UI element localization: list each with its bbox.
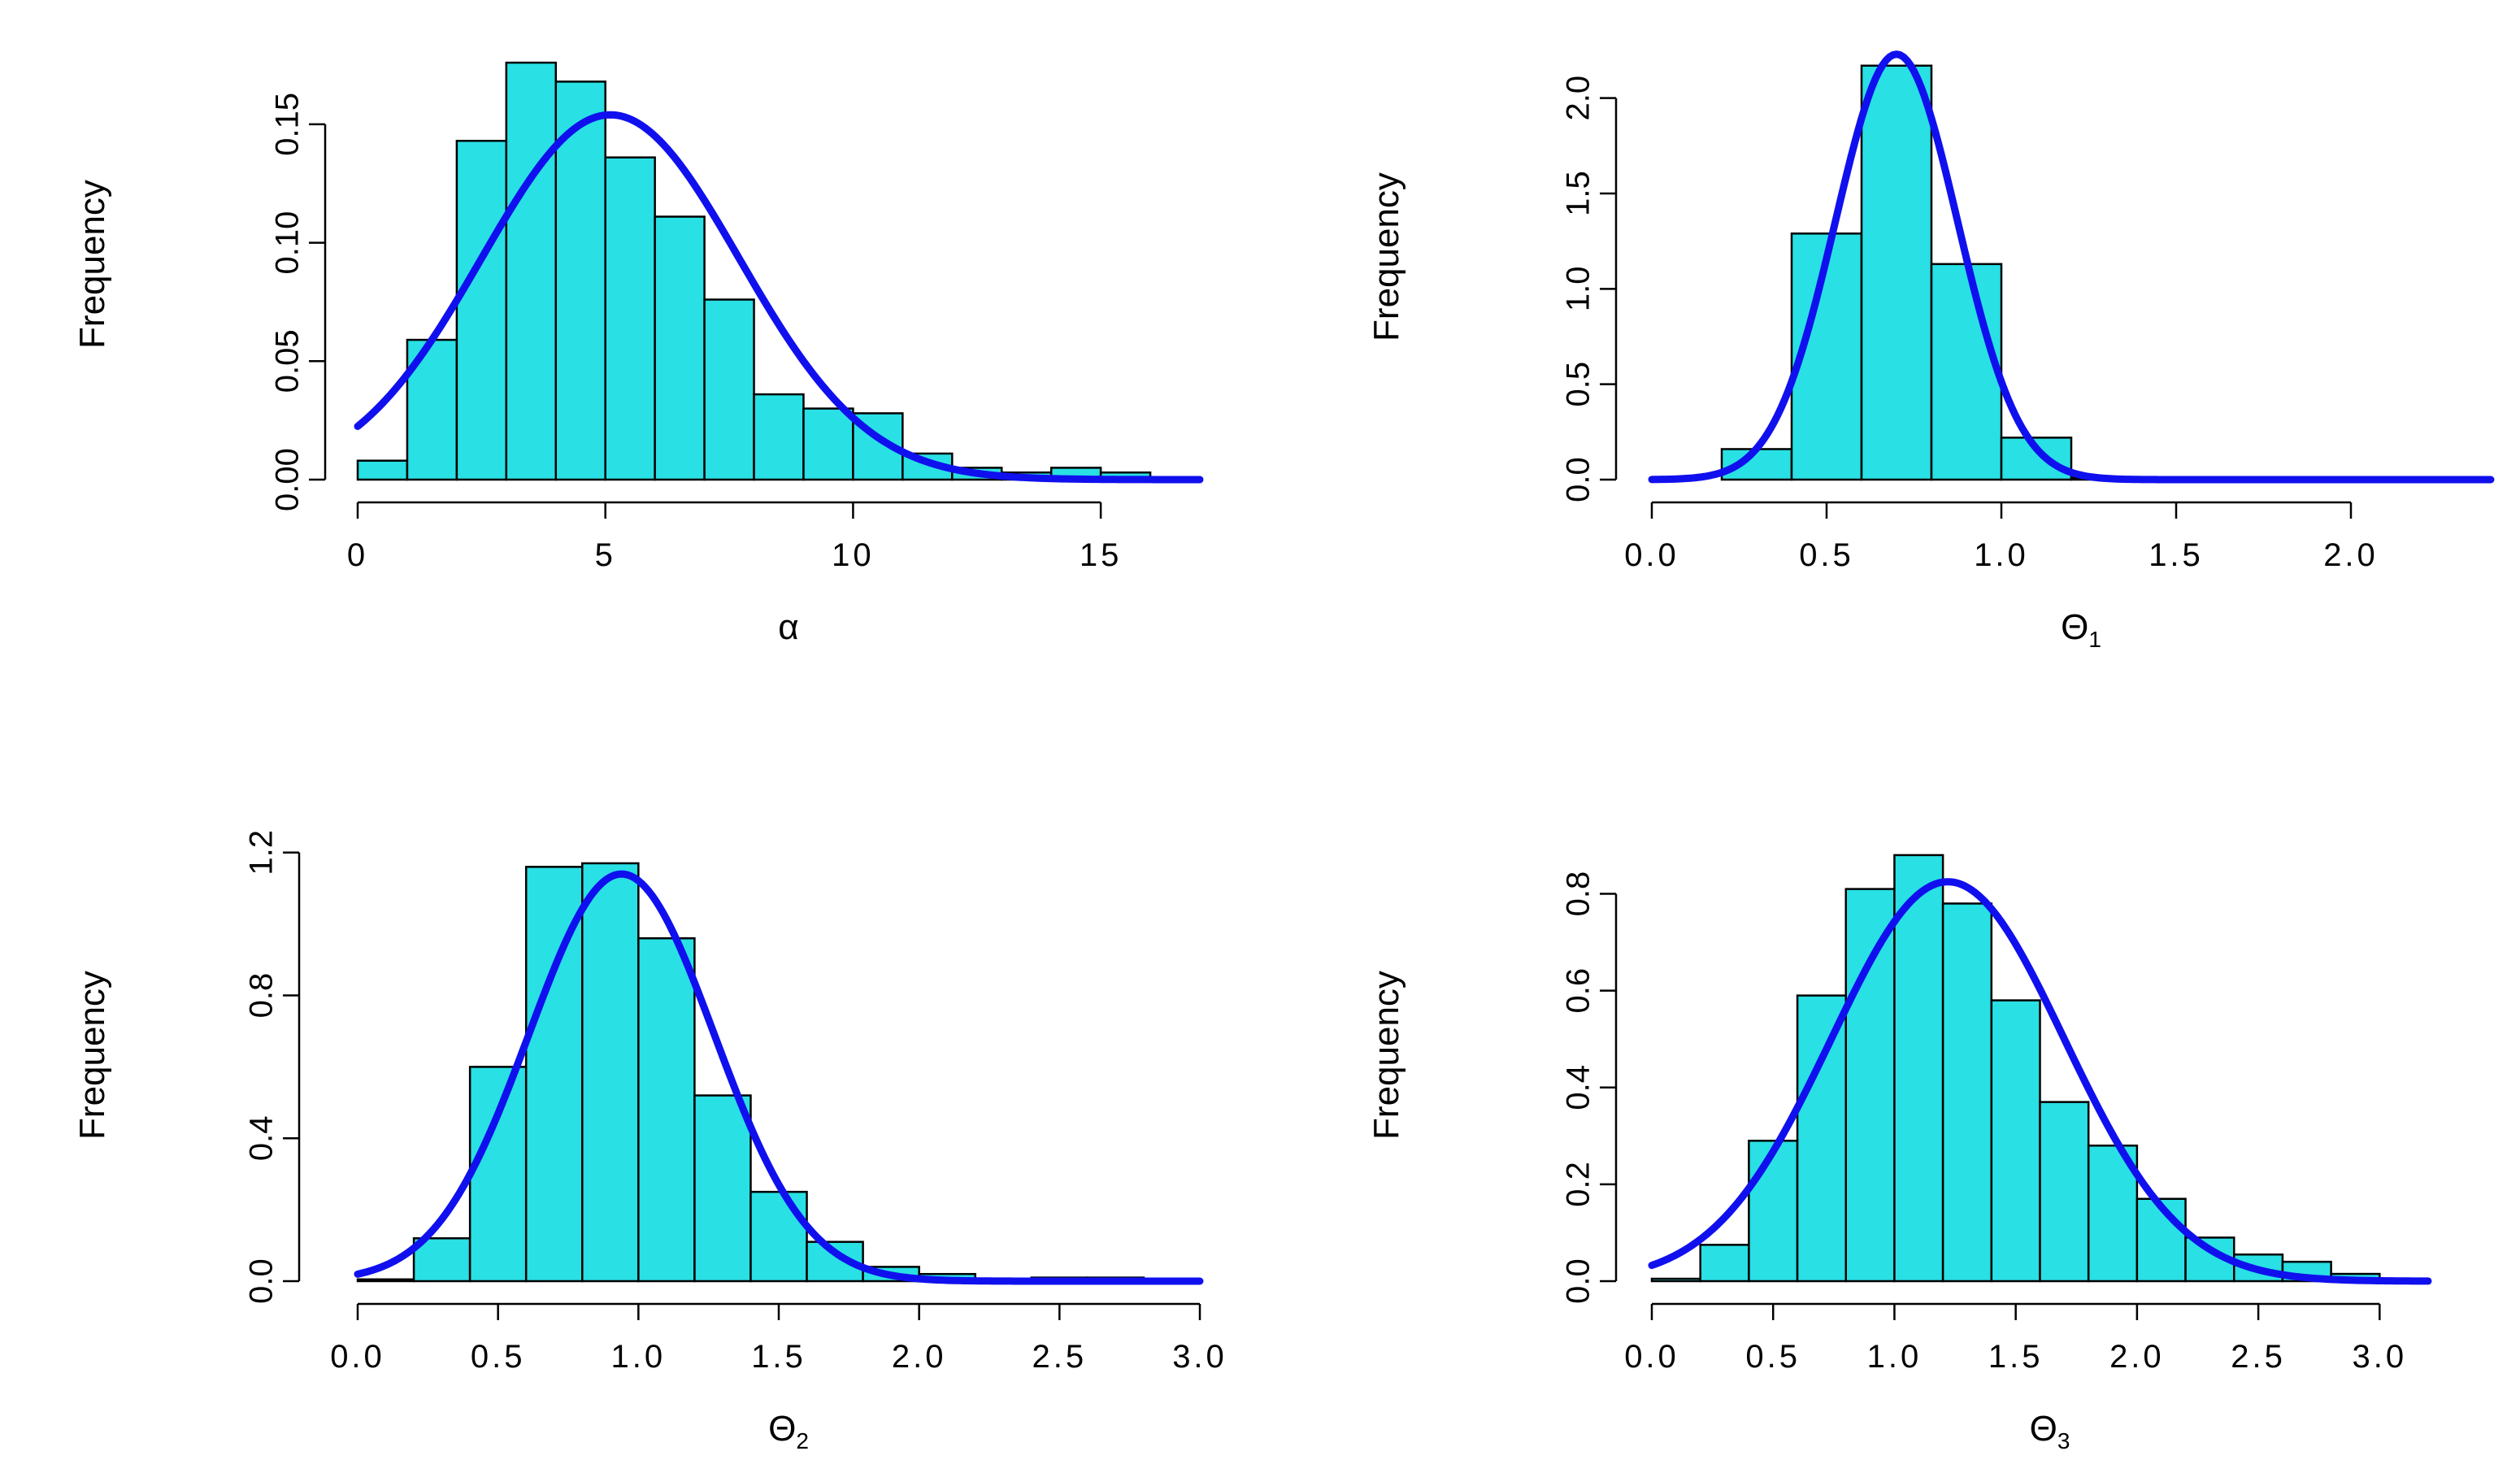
histogram-bar: [749, 1190, 808, 1283]
y-tick-label: 0.8: [244, 973, 280, 1019]
histogram-bar: [604, 156, 656, 481]
histogram-bar: [524, 866, 584, 1283]
y-axis-title: Frequency: [72, 971, 112, 1140]
histogram-bar: [1990, 999, 2041, 1283]
x-axis-title: Θ3: [2030, 1409, 2070, 1453]
x-axis-title-subscript: 3: [2057, 1428, 2070, 1453]
histogram-bar: [693, 1094, 752, 1283]
y-tick-label: 0.0: [1561, 1258, 1597, 1304]
histogram-bar: [1860, 64, 1933, 481]
density-curve: [1648, 878, 2432, 1285]
histogram-bar: [703, 298, 755, 481]
histogram-bar: [581, 862, 640, 1283]
x-tick-label: 0.5: [471, 1339, 526, 1375]
panel-alpha: 0.00 0.05 0.10 0.15 0 5 10 15 Frequency α: [72, 61, 1204, 647]
x-tick-label: 0: [347, 537, 368, 573]
x-tick-label: 5: [595, 537, 616, 573]
x-tick-label: 2.5: [2231, 1339, 2286, 1375]
histogram-bar: [637, 936, 696, 1283]
x-tick-label: 0.5: [1745, 1339, 1801, 1375]
y-axis-title: Frequency: [1366, 172, 1406, 341]
y-tick-label: 0.05: [270, 329, 306, 393]
y-tick-label: 0.0: [1561, 457, 1597, 502]
x-tick-label: 2.5: [1032, 1339, 1088, 1375]
x-axis-title: α: [778, 607, 798, 647]
y-tick-label: 2.0: [1561, 76, 1597, 121]
x-tick-label: 0.0: [1624, 537, 1679, 573]
x-axis-title-symbol: α: [778, 607, 798, 647]
density-curve: [1648, 50, 2495, 484]
histogram-bar: [356, 459, 409, 481]
x-axis-title-subscript: 2: [796, 1428, 809, 1453]
x-axis-title: Θ1: [2061, 607, 2101, 652]
y-tick-label: 0.0: [244, 1258, 280, 1304]
x-tick-label: 0.5: [1799, 537, 1854, 573]
histogram-bar: [1844, 888, 1896, 1283]
histogram-bar: [1699, 1244, 1750, 1283]
x-tick-label: 1.0: [1974, 537, 2029, 573]
histogram-bar: [505, 61, 558, 481]
histogram-bar: [2039, 1101, 2090, 1283]
histogram-bar: [468, 1066, 528, 1283]
y-tick-label: 0.6: [1561, 968, 1597, 1014]
histogram-bar: [1650, 1277, 1701, 1283]
x-axis-title-subscript: 1: [2088, 627, 2101, 652]
x-axis-title-symbol: Θ: [2061, 607, 2088, 647]
histogram-bar: [753, 393, 805, 481]
y-tick-label: 0.4: [244, 1115, 280, 1161]
y-tick-label: 0.8: [1561, 871, 1597, 917]
histogram-bar: [554, 80, 606, 481]
x-tick-label: 0.0: [330, 1339, 385, 1375]
density-curve: [354, 111, 1204, 484]
histogram-bar: [1790, 232, 1863, 481]
x-tick-label: 1.5: [751, 1339, 806, 1375]
x-tick-label: 2.0: [2109, 1339, 2165, 1375]
density-curve: [354, 870, 1204, 1285]
x-axis-title: Θ2: [768, 1409, 809, 1453]
y-tick-label: 0.5: [1561, 362, 1597, 407]
y-tick-label: 1.0: [1561, 267, 1597, 312]
histogram-bar: [356, 1278, 415, 1283]
y-tick-label: 1.2: [244, 830, 280, 876]
x-tick-label: 2.0: [2323, 537, 2379, 573]
x-axis-title-symbol: Θ: [2030, 1409, 2057, 1449]
y-tick-label: 0.00: [270, 448, 306, 511]
histogram-bar: [412, 1237, 471, 1283]
histogram-bar: [1893, 854, 1944, 1283]
histogram-bar: [1930, 263, 2003, 481]
panel-theta1: 0.0 0.5 1.0 1.5 2.0 0.0 0.5 1.0 1.5 2.0 Frequency Θ…: [1366, 50, 2495, 652]
x-tick-label: 0.0: [1624, 1339, 1679, 1375]
histogram-bar: [455, 140, 508, 481]
y-tick-label: 0.2: [1561, 1162, 1597, 1207]
x-tick-label: 1.0: [611, 1339, 667, 1375]
panel-theta3: 0.0 0.2 0.4 0.6 0.8 0.0 0.5 1.0 1.5 2.0 2.5 3.0 Freq…: [1366, 854, 2432, 1453]
x-tick-label: 1.5: [1988, 1339, 2044, 1375]
histogram-bar: [802, 407, 854, 481]
x-tick-label: 1.5: [2149, 537, 2204, 573]
x-tick-label: 2.0: [892, 1339, 947, 1375]
y-tick-label: 0.4: [1561, 1065, 1597, 1110]
histogram-bar: [654, 215, 706, 481]
y-tick-label: 0.15: [270, 93, 306, 156]
y-axis-title: Frequency: [72, 180, 112, 349]
x-tick-label: 3.0: [2353, 1339, 2408, 1375]
panel-theta2: 0.0 0.4 0.8 1.2 0.0 0.5 1.0 1.5 2.0 2.5 3.0 Frequen…: [72, 830, 1227, 1453]
histogram-bar: [1796, 994, 1847, 1283]
histogram-bar: [1941, 902, 1993, 1283]
histogram-bar: [1748, 1140, 1799, 1283]
x-tick-label: 1.0: [1867, 1339, 1923, 1375]
y-tick-label: 1.5: [1561, 171, 1597, 216]
y-axis-title: Frequency: [1366, 971, 1406, 1140]
y-tick-label: 0.10: [270, 211, 306, 275]
x-tick-label: 15: [1080, 537, 1123, 573]
x-axis-title-symbol: Θ: [768, 1409, 796, 1449]
x-tick-label: 10: [832, 537, 875, 573]
x-tick-label: 3.0: [1172, 1339, 1227, 1375]
